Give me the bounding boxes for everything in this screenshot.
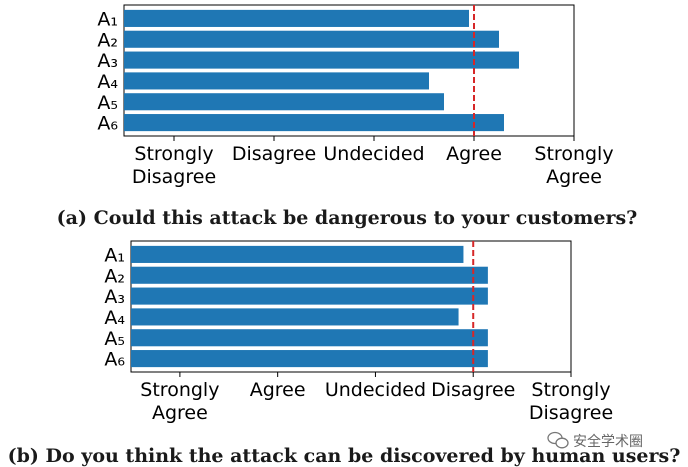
caption-b: (b) Do you think the attack can be disco… <box>8 445 681 467</box>
bar-2 <box>131 266 488 284</box>
category-label-2: A₂ <box>104 265 125 287</box>
x-tick-label-4: Agree <box>446 143 502 165</box>
category-label-5: A₅ <box>97 92 118 114</box>
watermark-text: 安全学术圈 <box>573 433 643 450</box>
bar-2 <box>124 30 499 48</box>
x-tick-label-line: Agree <box>250 379 306 401</box>
category-label-6: A₆ <box>97 113 118 135</box>
bar-4 <box>124 72 429 90</box>
category-label-3: A₃ <box>104 286 125 308</box>
wechat-icon <box>547 431 569 449</box>
category-label-3: A₃ <box>97 50 118 72</box>
x-tick-label-line: Strongly <box>531 379 610 401</box>
bar-5 <box>124 93 444 111</box>
x-tick-label-line: Disagree <box>232 143 316 165</box>
x-tick-label-line: Disagree <box>132 166 216 188</box>
category-label-4: A₄ <box>104 307 125 329</box>
x-tick-label-2: Disagree <box>232 143 316 165</box>
x-tick-label-line: Agree <box>152 402 208 424</box>
bar-6 <box>131 350 488 368</box>
x-tick-label-line: Agree <box>546 166 602 188</box>
x-tick-label-1: Strongly Disagree <box>132 143 216 188</box>
x-tick-label-2: Agree <box>250 379 306 401</box>
x-tick-label-5: Strongly Agree <box>534 143 613 188</box>
category-label-5: A₅ <box>104 328 125 350</box>
x-tick-label-3: Undecided <box>323 143 424 165</box>
category-label-2: A₂ <box>97 29 118 51</box>
bar-5 <box>131 329 488 347</box>
bar-3 <box>131 287 488 305</box>
bar-4 <box>131 308 459 326</box>
x-tick-label-1: Strongly Agree <box>140 379 219 424</box>
x-tick-label-line: Disagree <box>431 379 515 401</box>
x-tick-label-4: Disagree <box>431 379 515 401</box>
x-tick-label-line: Strongly <box>134 143 213 165</box>
bar-6 <box>124 114 504 132</box>
watermark: 安全学术圈 <box>547 431 643 450</box>
x-tick-label-line: Disagree <box>529 402 613 424</box>
x-tick-label-3: Undecided <box>325 379 426 401</box>
x-tick-label-line: Agree <box>446 143 502 165</box>
x-tick-label-line: Undecided <box>325 379 426 401</box>
category-label-1: A₁ <box>104 244 125 266</box>
category-label-4: A₄ <box>97 71 118 93</box>
bar-3 <box>124 51 519 69</box>
category-label-1: A₁ <box>97 8 118 30</box>
caption-a: (a) Could this attack be dangerous to yo… <box>57 207 638 229</box>
bar-1 <box>131 245 464 263</box>
x-tick-label-line: Undecided <box>323 143 424 165</box>
category-label-6: A₆ <box>104 349 125 371</box>
x-tick-label-line: Strongly <box>140 379 219 401</box>
x-tick-label-line: Strongly <box>534 143 613 165</box>
bar-1 <box>124 9 469 27</box>
x-tick-label-5: Strongly Disagree <box>529 379 613 424</box>
